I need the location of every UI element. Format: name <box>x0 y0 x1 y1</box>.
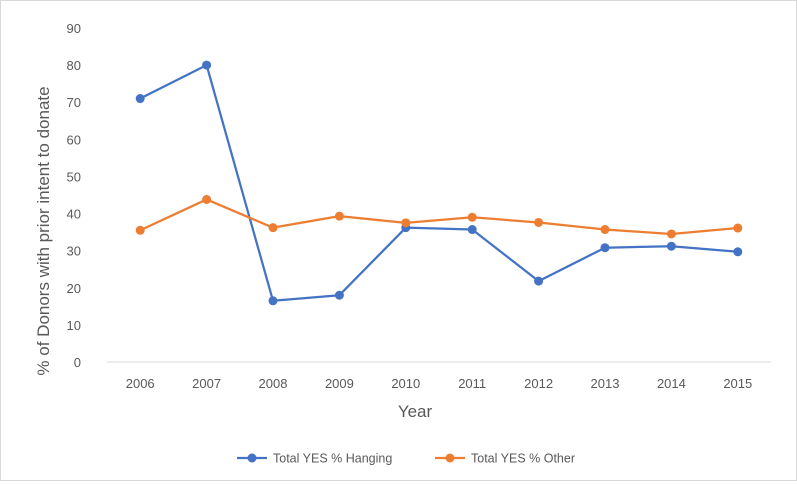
y-tick-label: 60 <box>67 132 81 147</box>
data-point <box>135 94 145 104</box>
data-point <box>268 223 278 233</box>
x-tick-label: 2009 <box>325 376 354 391</box>
data-point <box>202 194 212 204</box>
x-tick-label: 2010 <box>391 376 420 391</box>
data-point <box>334 211 344 221</box>
legend: Total YES % Hanging Total YES % Other <box>237 452 575 466</box>
x-axis-label: Year <box>398 402 433 421</box>
x-tick-labels: 2006 2007 2008 2009 2010 2011 2012 2013 2014 2015 <box>126 376 753 391</box>
y-tick-label: 70 <box>67 95 81 110</box>
data-point <box>334 290 344 300</box>
x-tick-label: 2013 <box>591 376 620 391</box>
legend-marker <box>445 453 455 463</box>
data-point <box>666 229 676 239</box>
legend-label: Total YES % Other <box>471 452 575 466</box>
data-point <box>733 247 743 257</box>
data-point <box>534 276 544 286</box>
x-tick-label: 2008 <box>259 376 288 391</box>
data-point <box>534 217 544 227</box>
x-tick-label: 2015 <box>723 376 752 391</box>
data-point <box>401 218 411 228</box>
data-point <box>467 212 477 222</box>
y-tick-label: 10 <box>67 318 81 333</box>
series-2 <box>135 194 743 239</box>
y-tick-label: 0 <box>74 355 81 370</box>
x-tick-label: 2014 <box>657 376 686 391</box>
legend-item: Total YES % Other <box>435 452 575 466</box>
data-point <box>135 225 145 235</box>
y-axis-label: % of Donors with prior intent to donate <box>34 86 53 375</box>
data-point <box>202 60 212 70</box>
y-tick-label: 30 <box>67 244 81 259</box>
legend-marker <box>247 453 257 463</box>
x-tick-label: 2012 <box>524 376 553 391</box>
y-tick-label: 40 <box>67 207 81 222</box>
y-tick-label: 90 <box>67 21 81 36</box>
data-point <box>600 225 610 235</box>
y-tick-label: 20 <box>67 281 81 296</box>
y-tick-label: 50 <box>67 169 81 184</box>
data-point <box>268 296 278 306</box>
data-point <box>600 243 610 253</box>
legend-label: Total YES % Hanging <box>273 452 392 466</box>
series-line <box>139 63 738 302</box>
series-line <box>139 198 738 236</box>
legend-item: Total YES % Hanging <box>237 452 392 466</box>
y-tick-labels: 0 10 20 30 40 50 60 70 80 90 <box>67 21 81 370</box>
x-tick-label: 2011 <box>458 376 486 391</box>
x-tick-label: 2006 <box>126 376 155 391</box>
x-tick-label: 2007 <box>192 376 221 391</box>
y-tick-label: 80 <box>67 58 81 73</box>
data-point <box>666 241 676 251</box>
series-group <box>135 60 743 306</box>
data-point <box>733 223 743 233</box>
data-point <box>467 225 477 235</box>
series-1 <box>135 60 743 306</box>
